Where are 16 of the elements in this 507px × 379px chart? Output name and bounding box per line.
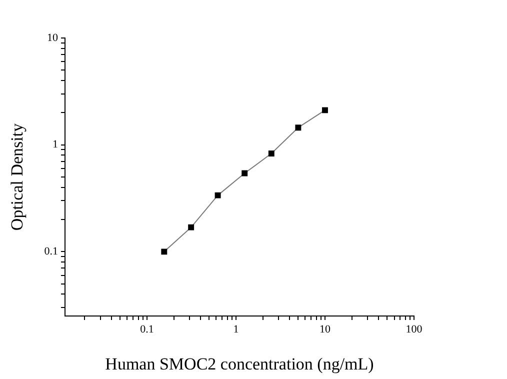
point <box>214 192 221 198</box>
y-tick-label: 1 <box>52 138 58 151</box>
x-tick-label: 10 <box>319 323 331 336</box>
point <box>188 224 194 230</box>
y-tick-label: 0.1 <box>44 246 58 258</box>
x-axis-title: Human SMOC2 concentration (ng/mL) <box>105 354 374 374</box>
y-axis-title: Optical Density <box>8 122 27 231</box>
point <box>295 124 302 131</box>
y-tick-label: 10 <box>47 32 58 44</box>
point <box>242 170 248 176</box>
x-tick-label: 1 <box>233 323 239 336</box>
point <box>161 248 168 255</box>
point <box>322 107 328 114</box>
x-tick-label: 100 <box>406 323 423 336</box>
x-tick-label: 0.1 <box>140 323 154 336</box>
point <box>268 150 274 156</box>
